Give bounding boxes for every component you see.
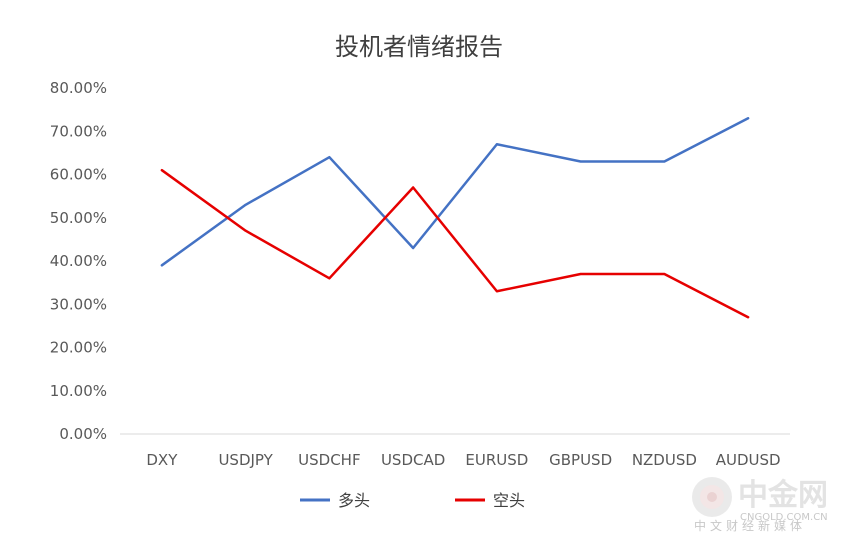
watermark-brand: 中金网 — [738, 478, 828, 513]
cngold-logo-icon — [692, 477, 732, 517]
series-lines — [160, 117, 750, 319]
x-tick-label: DXY — [146, 451, 178, 469]
series-line-long — [160, 117, 750, 267]
watermark: 中金网 CNGOLD.COM.CN 中文财经新媒体 — [692, 477, 828, 533]
legend: 多头 空头 — [300, 491, 525, 510]
y-tick-label: 0.00% — [59, 425, 107, 443]
y-tick-label: 20.00% — [50, 339, 107, 357]
y-tick-label: 40.00% — [50, 252, 107, 270]
x-tick-label: USDCHF — [298, 451, 360, 469]
watermark-domain: CNGOLD.COM.CN — [740, 512, 828, 523]
x-axis-ticks: DXY USDJPY USDCHF USDCAD EURUSD GBPUSD NZDUSD A… — [146, 451, 780, 469]
legend-label-long: 多头 — [338, 491, 370, 510]
x-tick-label: AUDUSD — [716, 451, 781, 469]
y-tick-label: 60.00% — [50, 166, 107, 184]
legend-label-short: 空头 — [493, 491, 525, 510]
y-axis-ticks: 0.00% 10.00% 20.00% 30.00% 40.00% 50.00% 60.00… — [50, 79, 107, 443]
watermark-tagline: 中文财经新媒体 — [694, 518, 806, 533]
x-tick-label: USDJPY — [218, 451, 273, 469]
series-line-short — [160, 168, 750, 319]
x-tick-label: NZDUSD — [632, 451, 697, 469]
y-tick-label: 50.00% — [50, 209, 107, 227]
chart-title: 投机者情绪报告 — [335, 33, 503, 61]
x-tick-label: USDCAD — [381, 451, 445, 469]
y-tick-label: 80.00% — [50, 79, 107, 97]
y-tick-label: 30.00% — [50, 295, 107, 313]
y-tick-label: 10.00% — [50, 382, 107, 400]
x-tick-label: GBPUSD — [549, 451, 612, 469]
y-tick-label: 70.00% — [50, 122, 107, 140]
x-tick-label: EURUSD — [465, 451, 528, 469]
